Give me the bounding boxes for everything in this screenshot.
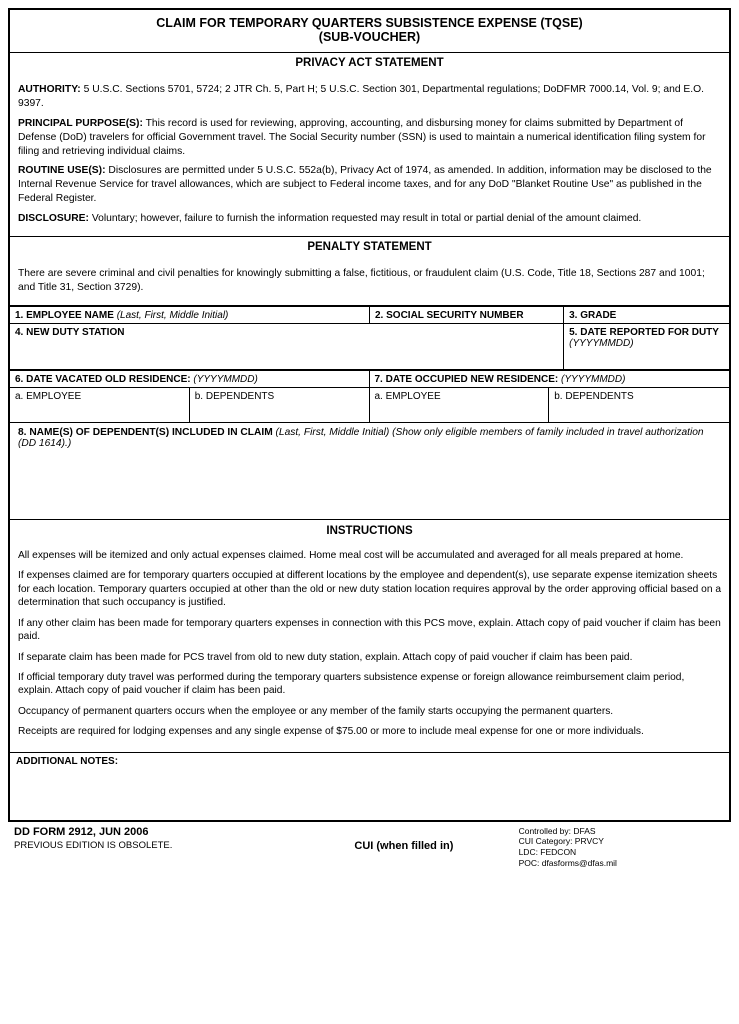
field-1-label: 1. EMPLOYEE NAME (Last, First, Middle In… xyxy=(10,307,369,323)
form-container: CLAIM FOR TEMPORARY QUARTERS SUBSISTENCE… xyxy=(8,8,731,822)
form-id: DD FORM 2912, JUN 2006 xyxy=(14,826,289,838)
control-block: Controlled by: DFAS CUI Category: PRVCY … xyxy=(519,826,725,869)
instructions-section: INSTRUCTIONS All expenses will be itemiz… xyxy=(10,520,729,753)
title-section: CLAIM FOR TEMPORARY QUARTERS SUBSISTENCE… xyxy=(10,10,729,53)
notes-label: ADDITIONAL NOTES: xyxy=(10,753,729,770)
field-3-label: 3. GRADE xyxy=(564,307,729,323)
field-8-input[interactable] xyxy=(10,451,729,519)
instr-p4: If separate claim has been made for PCS … xyxy=(18,651,721,664)
instr-p3: If any other claim has been made for tem… xyxy=(18,617,721,644)
cui-category: CUI Category: PRVCY xyxy=(519,836,725,847)
field-7a-label: a. EMPLOYEE xyxy=(370,388,549,404)
notes-input[interactable] xyxy=(10,770,729,820)
ldc: LDC: FEDCON xyxy=(519,847,725,858)
instructions-heading: INSTRUCTIONS xyxy=(10,520,729,540)
field-7b-label: b. DEPENDENTS xyxy=(549,388,729,404)
authority-text: 5 U.S.C. Sections 5701, 5724; 2 JTR Ch. … xyxy=(18,84,704,109)
field-6-label: 6. DATE VACATED OLD RESIDENCE: (YYYYMMDD… xyxy=(10,371,369,387)
routine-para: ROUTINE USE(S): Disclosures are permitte… xyxy=(18,164,721,206)
penalty-section: PENALTY STATEMENT There are severe crimi… xyxy=(10,237,729,306)
instr-p5: If official temporary duty travel was pe… xyxy=(18,671,721,698)
field-7a-input[interactable] xyxy=(370,404,549,422)
penalty-text: There are severe criminal and civil pena… xyxy=(18,267,721,295)
instr-p2: If expenses claimed are for temporary qu… xyxy=(18,569,721,609)
field-5-input[interactable] xyxy=(564,351,729,369)
authority-para: AUTHORITY: 5 U.S.C. Sections 5701, 5724;… xyxy=(18,83,721,111)
purpose-para: PRINCIPAL PURPOSE(S): This record is use… xyxy=(18,117,721,159)
privacy-section: PRIVACY ACT STATEMENT AUTHORITY: 5 U.S.C… xyxy=(10,53,729,237)
form-title: CLAIM FOR TEMPORARY QUARTERS SUBSISTENCE… xyxy=(14,16,725,30)
obsolete-text: PREVIOUS EDITION IS OBSOLETE. xyxy=(14,840,289,851)
instr-p1: All expenses will be itemized and only a… xyxy=(18,549,721,562)
routine-text: Disclosures are permitted under 5 U.S.C.… xyxy=(18,165,712,204)
disclosure-para: DISCLOSURE: Voluntary; however, failure … xyxy=(18,212,721,226)
poc: POC: dfasforms@dfas.mil xyxy=(519,858,725,869)
penalty-heading: PENALTY STATEMENT xyxy=(10,237,729,257)
field-7-label: 7. DATE OCCUPIED NEW RESIDENCE: (YYYYMMD… xyxy=(370,371,730,387)
cui-marking: CUI (when filled in) xyxy=(289,826,518,852)
privacy-heading: PRIVACY ACT STATEMENT xyxy=(10,53,729,73)
field-4-label: 4. NEW DUTY STATION xyxy=(10,324,563,340)
disclosure-label: DISCLOSURE: xyxy=(18,213,89,224)
authority-label: AUTHORITY: xyxy=(18,84,81,95)
field-6a-label: a. EMPLOYEE xyxy=(10,388,189,404)
controlled-by: Controlled by: DFAS xyxy=(519,826,725,837)
disclosure-text: Voluntary; however, failure to furnish t… xyxy=(92,213,641,224)
field-8-label: 8. NAME(S) OF DEPENDENT(S) INCLUDED IN C… xyxy=(10,423,729,451)
fields-grid: 1. EMPLOYEE NAME (Last, First, Middle In… xyxy=(10,306,729,370)
row-6-7-header: 6. DATE VACATED OLD RESIDENCE: (YYYYMMDD… xyxy=(10,370,729,387)
row-6-7-sub: a. EMPLOYEE b. DEPENDENTS a. EMPLOYEE b.… xyxy=(10,387,729,422)
field-6b-label: b. DEPENDENTS xyxy=(190,388,369,404)
field-6a-input[interactable] xyxy=(10,404,189,422)
instr-p7: Receipts are required for lodging expens… xyxy=(18,725,721,738)
field-4-input[interactable] xyxy=(10,340,563,358)
purpose-label: PRINCIPAL PURPOSE(S): xyxy=(18,118,143,129)
field-8-section: 8. NAME(S) OF DEPENDENT(S) INCLUDED IN C… xyxy=(10,422,729,520)
notes-section: ADDITIONAL NOTES: xyxy=(10,753,729,820)
field-7b-input[interactable] xyxy=(549,404,729,422)
form-footer: DD FORM 2912, JUN 2006 PREVIOUS EDITION … xyxy=(8,822,731,871)
routine-label: ROUTINE USE(S): xyxy=(18,165,106,176)
instr-p6: Occupancy of permanent quarters occurs w… xyxy=(18,705,721,718)
field-5-label: 5. DATE REPORTED FOR DUTY (YYYYMMDD) xyxy=(564,324,729,351)
field-2-label: 2. SOCIAL SECURITY NUMBER xyxy=(370,307,563,323)
field-6b-input[interactable] xyxy=(190,404,369,422)
form-subtitle: (SUB-VOUCHER) xyxy=(14,30,725,44)
